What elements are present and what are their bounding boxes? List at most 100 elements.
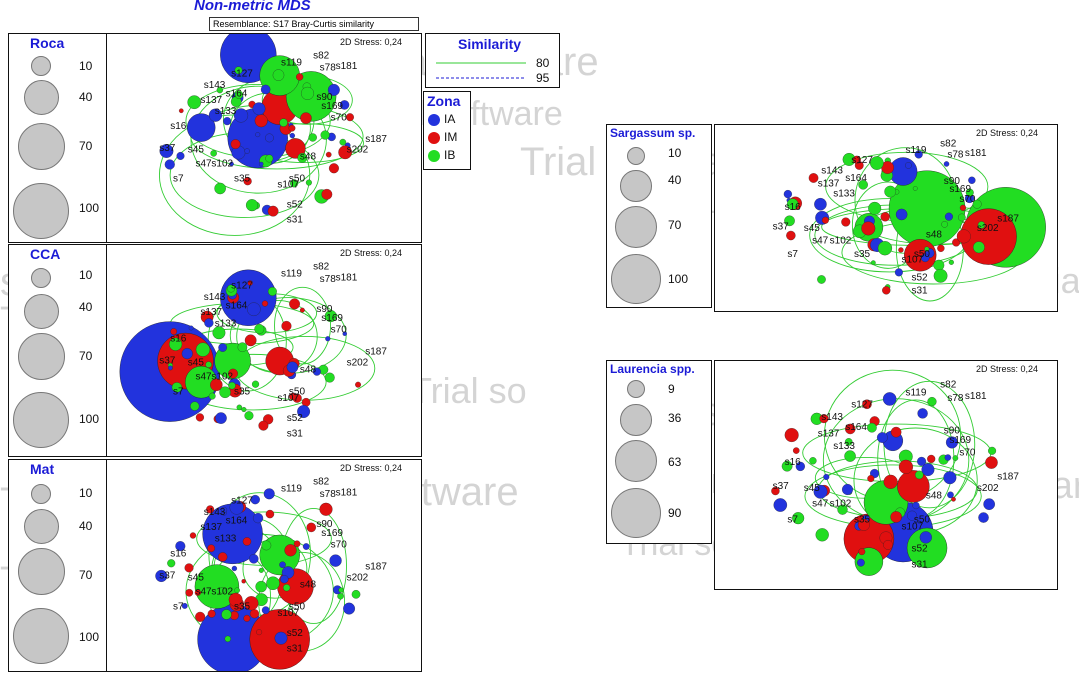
sample-marker-sargassum-22 [977,221,986,229]
sample-label-sargassum-s82: s82 [940,139,957,150]
sample-marker-laurencia-18 [890,511,902,523]
sample-marker-sargassum-2 [868,201,882,215]
sample-label-roca-s78: s78 [320,63,337,74]
sample-marker-roca-34 [328,163,339,174]
sample-marker-cca-4 [188,325,194,331]
sample-label-sargassum-s127: s127 [851,155,873,166]
sample-marker-roca-24 [339,138,347,146]
sample-label-cca-s50: s50 [289,387,306,398]
sample-marker-cca-43 [324,310,337,323]
sample-marker-laurencia-6 [815,528,829,542]
sample-marker-mat-32 [351,590,361,599]
sample-label-mat-s133: s133 [215,533,237,544]
sample-marker-sargassum-26 [814,197,827,211]
sample-marker-sargassum-25 [894,268,903,277]
sample-label-roca-s70: s70 [331,112,348,123]
sample-marker-cca-50 [267,287,277,296]
sample-marker-roca-40 [258,161,264,167]
sample-marker-laurencia-24 [882,392,897,406]
sample-label-cca-s16: s16 [170,333,187,344]
sample-label-cca-s47: s47 [195,372,212,383]
sample-marker-laurencia-23 [983,498,995,510]
sample-marker-roca-55 [234,66,243,75]
sample-marker-laurencia-30 [771,486,780,496]
bubble-size-marker-mat-3 [13,608,69,664]
sample-label-roca-s47: s47 [195,159,212,170]
sample-marker-sargassum-19 [898,247,904,253]
sample-marker-cca-1 [299,307,305,313]
sample-marker-mat-10 [302,543,310,550]
sample-label-sargassum-s143: s143 [821,165,843,176]
sample-marker-sargassum-35 [959,204,967,211]
sample-marker-cca-34 [190,401,200,411]
sample-label-cca-s48: s48 [300,364,317,375]
sample-label-roca-s164: s164 [226,89,248,100]
sample-marker-laurencia-49 [917,456,927,466]
sample-marker-laurencia-58 [792,447,800,454]
bubble-size-marker-cca-2 [17,332,65,380]
sample-label-cca-s31: s31 [287,428,304,439]
sample-marker-roca-56 [244,148,250,154]
bubble-size-marker-roca-0 [31,56,51,76]
sample-label-mat-s35: s35 [234,602,251,613]
sample-marker-mat-48 [274,631,288,645]
zona-im-marker [428,132,440,144]
bubble-size-label-laurencia-1: 36 [668,411,682,425]
sample-marker-sargassum-54 [870,260,876,266]
sample-marker-cca-36 [325,336,331,342]
sample-label-laurencia-s35: s35 [854,515,871,526]
sample-marker-laurencia-38 [857,518,870,531]
zona-legend: Zona IA IM IB [423,91,471,170]
sample-marker-cca-13 [218,343,227,352]
sample-label-laurencia-s78: s78 [947,393,964,404]
sample-marker-mat-28 [243,614,251,622]
sample-marker-mat-22 [280,575,289,584]
sample-marker-cca-21 [342,331,347,336]
bubble-size-label-sargassum-1: 40 [668,173,682,187]
sample-marker-cca-9 [244,411,254,421]
sample-marker-sargassum-0 [912,186,918,191]
sample-label-mat-s187: s187 [365,562,387,573]
sample-marker-cca-23 [244,334,257,347]
zone-bubble-ib-laurencia-3 [906,527,948,569]
sample-marker-sargassum-56 [817,275,826,284]
sample-label-laurencia-s164: s164 [845,422,867,433]
sample-label-laurencia-s187: s187 [997,472,1019,483]
sample-label-mat-s164: s164 [226,516,248,527]
sample-label-cca-s82: s82 [313,262,330,273]
sample-marker-roca-37 [176,152,185,160]
sample-marker-cca-26 [212,326,226,340]
bubble-size-label-cca-0: 10 [79,268,93,282]
bubble-size-marker-roca-2 [17,122,65,170]
sample-marker-roca-45 [288,124,296,132]
sample-marker-cca-28 [324,372,335,383]
sample-label-mat-s45: s45 [188,572,205,583]
sample-marker-mat-43 [206,505,215,514]
bubble-size-label-mat-1: 40 [79,519,93,533]
bubble-size-marker-cca-3 [13,392,69,448]
sample-marker-laurencia-36 [862,399,872,410]
bubble-size-label-mat-2: 70 [79,568,93,582]
sample-label-laurencia-s48: s48 [926,491,943,502]
sample-marker-laurencia-21 [845,423,856,435]
sample-label-laurencia-s52: s52 [911,543,928,554]
sample-label-cca-s181: s181 [336,272,358,283]
sample-marker-sargassum-37 [841,217,851,227]
sample-label-sargassum-s37: s37 [773,222,790,233]
sample-marker-roca-59 [297,152,308,163]
sample-label-laurencia-s37: s37 [773,481,790,492]
sample-marker-mat-30 [224,635,231,643]
sample-label-cca-s35: s35 [234,387,251,398]
sample-marker-laurencia-4 [844,450,856,462]
sample-marker-roca-46 [260,84,271,95]
sample-marker-mat-58 [263,488,275,500]
sample-label-laurencia-s169: s169 [949,435,971,446]
sample-marker-roca-48 [214,182,226,195]
sample-marker-sargassum-45 [852,155,861,164]
sample-marker-cca-46 [170,328,178,335]
sample-label-roca-s202: s202 [347,145,369,156]
sample-marker-roca-53 [234,90,244,99]
sample-marker-mat-16 [250,494,260,505]
sample-label-cca-s90: s90 [316,304,333,315]
